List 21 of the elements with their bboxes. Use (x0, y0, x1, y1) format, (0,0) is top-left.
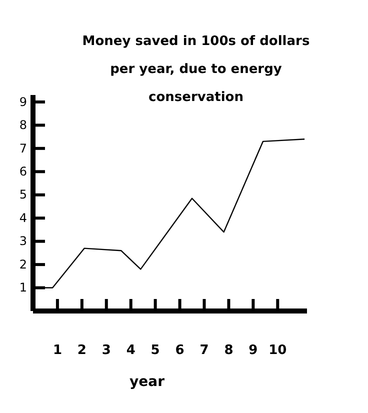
x-tick-label: 3 (102, 343, 111, 358)
x-tick-label: 8 (224, 343, 234, 358)
x-tick-label: 5 (150, 343, 160, 358)
x-tick-label: 1 (52, 343, 62, 358)
x-tick-label: 2 (77, 343, 86, 358)
x-tick-label: 10 (268, 343, 287, 358)
y-tick-label: 8 (19, 118, 27, 132)
x-tick-label: 6 (175, 343, 184, 358)
y-tick-label: 9 (19, 94, 27, 109)
y-tick-label: 6 (19, 164, 27, 178)
chart-title: Money saved in 100s of dollars per year, due to energy conservation (82, 34, 310, 105)
y-tick-label: 7 (19, 141, 27, 156)
y-tick-label: 2 (19, 257, 27, 272)
x-tick-label: 4 (126, 343, 136, 358)
x-tick-label: 7 (200, 343, 209, 358)
x-tick-label: 9 (248, 343, 258, 358)
y-tick-label: 5 (19, 188, 27, 202)
y-tick-label: 4 (19, 210, 27, 225)
y-tick-label: 1 (19, 280, 27, 295)
y-tick-label: 3 (19, 234, 27, 248)
x-axis-title: year (130, 374, 165, 390)
